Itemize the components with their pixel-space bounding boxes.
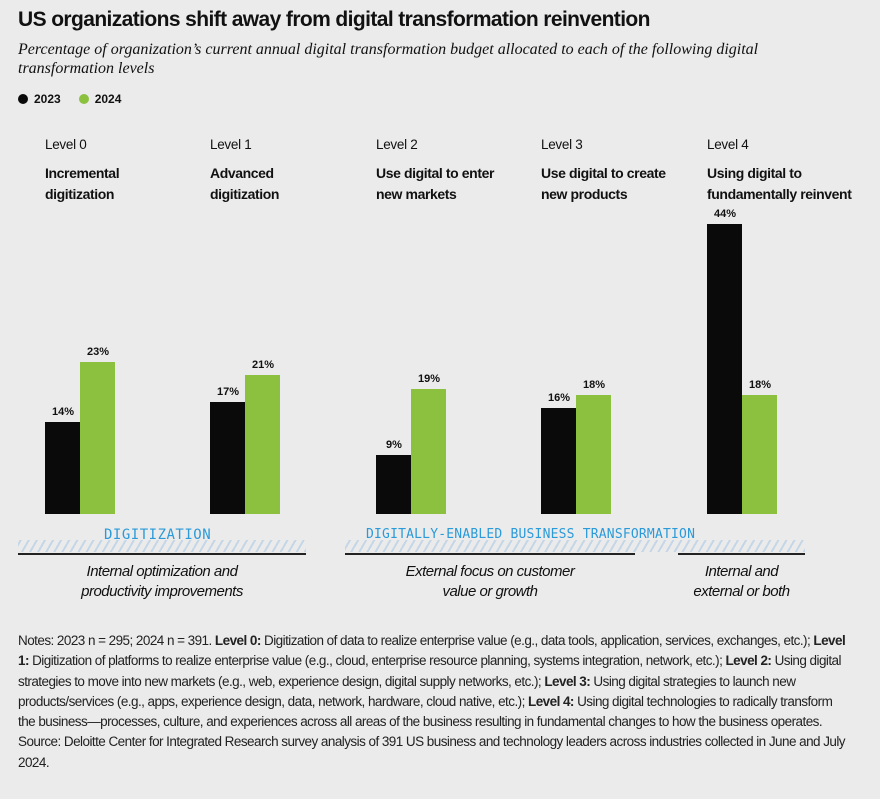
note-level-label: Level 1: <box>18 633 846 669</box>
note-text: Using digital strategies to launch new p… <box>18 673 796 709</box>
legend-swatch-2024 <box>78 94 89 104</box>
desc-line: External focus on customer <box>405 563 575 580</box>
data-label: 17% <box>216 385 240 398</box>
note-text: Digitization of platforms to realize ent… <box>28 653 726 669</box>
divider <box>18 553 306 555</box>
data-label: 21% <box>251 359 275 372</box>
chart-subtitle: Percentage of organization’s current ann… <box>18 41 759 77</box>
desc-line: productivity improvements <box>81 583 243 600</box>
category-name: Incremental digitization <box>45 165 120 202</box>
group-description: Internal optimization and productivity im… <box>18 562 306 602</box>
desc-line: external or both <box>693 583 790 600</box>
source: Source: Deloitte Center for Integrated R… <box>18 734 846 770</box>
bar-2023 <box>707 223 742 514</box>
legend-label: 2024 <box>94 92 122 106</box>
legend-item-2023: 2023 <box>18 92 61 106</box>
data-label: 19% <box>417 372 441 385</box>
note-level-label: Level 3: <box>544 673 591 689</box>
note-level-label: Level 4: <box>528 693 574 709</box>
category-name: Use digital to enter new markets <box>376 165 495 202</box>
data-label: 23% <box>86 346 110 359</box>
bar-2024 <box>576 395 611 514</box>
bar-2023 <box>45 421 80 514</box>
desc-line: value or growth <box>442 583 538 600</box>
legend-item-2024: 2024 <box>78 92 122 106</box>
data-label: 18% <box>582 379 606 392</box>
data-label: 16% <box>547 392 571 405</box>
data-label: 9% <box>386 438 402 451</box>
bar-2024 <box>245 375 280 514</box>
band-digitization <box>18 540 306 552</box>
bar-2024 <box>411 388 446 514</box>
note-text: Using digital strategies to move into ne… <box>18 653 842 689</box>
category-name: Use digital to create new products <box>541 165 666 202</box>
group-description: External focus on customer value or growt… <box>345 562 635 602</box>
bar-2024 <box>742 395 777 514</box>
note-text: Using digital technologies to radically … <box>18 693 833 730</box>
bar-2023 <box>210 401 245 514</box>
note-level-label: Level 0: <box>214 633 261 648</box>
band-label-digitization: DIGITIZATION <box>104 527 212 543</box>
chart-title: US organizations shift away from digital… <box>18 8 650 31</box>
bar-2023 <box>541 408 576 514</box>
desc-line: Internal and <box>704 563 779 580</box>
notes: Notes: 2023 n = 295; 2024 n = 391. Level… <box>18 631 848 773</box>
group-description: Internal and external or both <box>678 562 805 602</box>
legend-label: 2023 <box>34 92 61 106</box>
data-label: 14% <box>51 405 75 418</box>
bar-2023 <box>376 454 411 514</box>
legend-swatch-2023 <box>18 94 28 104</box>
legend: 2023 2024 <box>18 92 121 106</box>
desc-line: Internal optimization and <box>86 563 238 580</box>
bar-2024 <box>80 362 115 514</box>
band-label-transformation: DIGITALLY-ENABLED BUSINESS TRANSFORMATIO… <box>366 527 696 542</box>
data-label: 44% <box>713 207 737 220</box>
note-level-label: Level 2: <box>725 653 772 669</box>
note-text: Notes: 2023 n = 295; 2024 n = 391. <box>18 633 215 648</box>
category-name: Using digital to fundamentally reinvent <box>707 165 852 202</box>
category-level-label: Level 1 <box>210 137 252 152</box>
category-level-label: Level 4 <box>707 137 749 152</box>
band-transformation <box>345 540 805 552</box>
notes-body: Notes: 2023 n = 295; 2024 n = 391. Level… <box>18 631 848 732</box>
note-text: Digitization of data to realize enterpri… <box>260 633 814 648</box>
category-level-label: Level 2 <box>376 137 418 152</box>
category-name: Advanced digitization <box>210 165 280 202</box>
divider <box>678 553 805 555</box>
category-level-label: Level 0 <box>45 137 87 152</box>
divider <box>345 553 635 555</box>
category-level-label: Level 3 <box>541 137 583 152</box>
data-label: 18% <box>748 379 772 392</box>
